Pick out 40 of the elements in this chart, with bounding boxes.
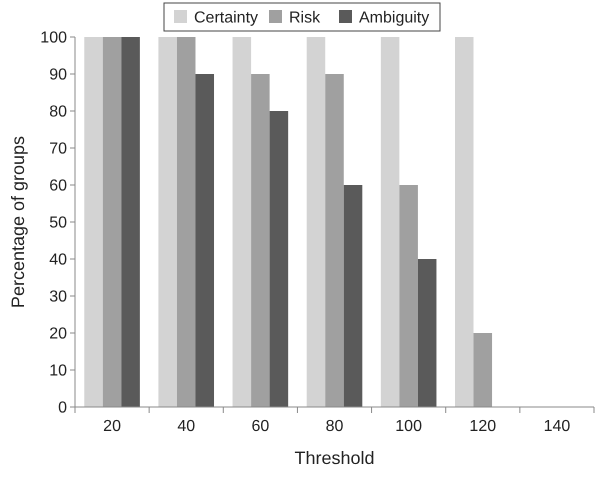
bar bbox=[195, 74, 214, 407]
y-tick-label: 90 bbox=[49, 66, 68, 84]
y-tick-label: 20 bbox=[49, 326, 68, 343]
y-tick-label: 50 bbox=[49, 214, 68, 232]
legend-label: Certainty bbox=[194, 10, 258, 27]
y-tick-label: 30 bbox=[49, 288, 68, 306]
bar bbox=[306, 37, 326, 407]
bar bbox=[84, 37, 103, 407]
x-tick-label: 100 bbox=[395, 418, 422, 435]
y-tick-label: 60 bbox=[49, 178, 68, 195]
y-tick-label: 40 bbox=[49, 252, 68, 269]
bar bbox=[399, 185, 418, 407]
y-tick-label: 80 bbox=[49, 104, 68, 121]
bar bbox=[474, 333, 492, 407]
y-tick-label: 100 bbox=[40, 30, 68, 47]
x-axis-title: Threshold bbox=[294, 448, 375, 468]
y-tick-label: 0 bbox=[58, 400, 68, 417]
bar bbox=[344, 185, 362, 407]
bar bbox=[176, 37, 196, 407]
x-tick-label: 40 bbox=[177, 418, 196, 435]
y-tick-label: 10 bbox=[49, 362, 68, 380]
bar bbox=[325, 74, 344, 407]
bar bbox=[102, 37, 122, 407]
x-tick-label: 120 bbox=[469, 418, 496, 435]
bar bbox=[418, 259, 436, 407]
bar bbox=[121, 37, 140, 407]
legend-label: Ambiguity bbox=[359, 10, 430, 27]
x-tick-label: 140 bbox=[544, 418, 570, 435]
bar bbox=[454, 37, 474, 407]
bar bbox=[251, 74, 270, 407]
x-tick-label: 80 bbox=[326, 418, 344, 435]
x-tick-label: 20 bbox=[103, 418, 122, 435]
x-tick-label: 60 bbox=[251, 418, 270, 435]
bar bbox=[158, 37, 177, 407]
bar bbox=[232, 37, 252, 407]
bar bbox=[270, 111, 288, 407]
legend-label: Risk bbox=[289, 10, 322, 27]
y-axis-title: Percentage of groups bbox=[8, 136, 28, 308]
y-tick-label: 70 bbox=[49, 140, 68, 158]
bar bbox=[380, 37, 400, 407]
